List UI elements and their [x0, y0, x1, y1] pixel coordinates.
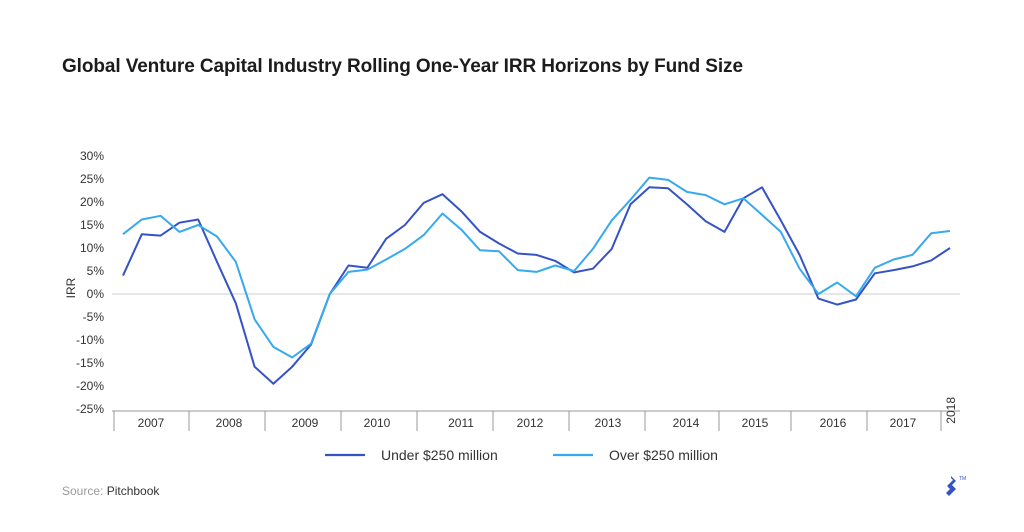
- x-axis-ticks: 2007 2008 2009 2010 2011 2012 2013 2014 2015 2016…: [113, 397, 958, 431]
- series-line-over-250m: [122, 176, 951, 359]
- source-note: Source: Pitchbook: [62, 484, 159, 498]
- y-tick-label: 25%: [80, 172, 104, 186]
- x-tick-label: 2015: [742, 416, 769, 430]
- legend-label-under: Under $250 million: [381, 447, 498, 463]
- y-axis-ticks: 30% 25% 20% 15% 10% 5% 0% -5% -10% -15% -20% -25%: [76, 149, 104, 416]
- x-tick-label: 2009: [292, 416, 319, 430]
- legend: Under $250 million Over $250 million: [325, 447, 718, 463]
- x-tick-label: 2018: [944, 397, 958, 424]
- x-tick-label: 2014: [673, 416, 700, 430]
- x-tick-label: 2011: [448, 416, 474, 430]
- x-tick-label: 2017: [890, 416, 917, 430]
- y-tick-label: 30%: [80, 149, 104, 163]
- legend-label-over: Over $250 million: [609, 447, 718, 463]
- series-layer: [122, 176, 951, 385]
- y-tick-label: 10%: [80, 241, 104, 255]
- y-tick-label: -5%: [83, 310, 105, 324]
- toptal-logo-icon: TM: [946, 476, 966, 496]
- x-tick-label: 2010: [364, 416, 391, 430]
- source-name: Pitchbook: [106, 484, 160, 498]
- y-tick-label: 20%: [80, 195, 104, 209]
- y-tick-label: -25%: [76, 402, 104, 416]
- y-tick-label: -15%: [76, 356, 104, 370]
- y-axis-title: IRR: [64, 277, 78, 298]
- x-tick-label: 2013: [595, 416, 622, 430]
- x-tick-label: 2007: [138, 416, 165, 430]
- y-tick-label: 0%: [87, 287, 105, 301]
- y-tick-label: -10%: [76, 333, 104, 347]
- chart-title: Global Venture Capital Industry Rolling …: [62, 56, 743, 77]
- y-tick-label: 5%: [87, 264, 105, 278]
- source-prefix: Source:: [62, 484, 107, 498]
- series-line-under-250m: [122, 186, 951, 385]
- x-tick-label: 2008: [216, 416, 243, 430]
- x-tick-label: 2012: [517, 416, 544, 430]
- y-tick-label: 15%: [80, 218, 104, 232]
- svg-text:TM: TM: [959, 476, 966, 482]
- y-tick-label: -20%: [76, 379, 104, 393]
- x-tick-label: 2016: [820, 416, 847, 430]
